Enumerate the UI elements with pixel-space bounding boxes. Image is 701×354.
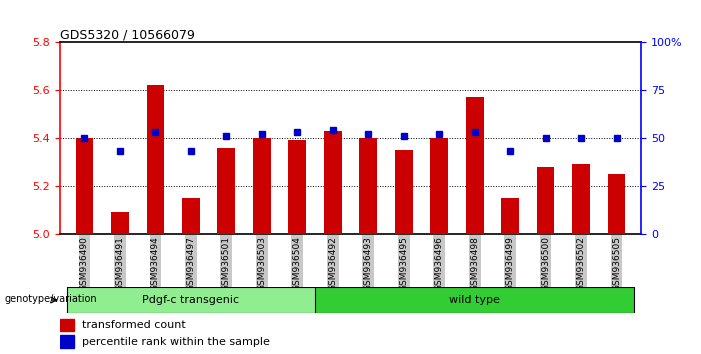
Text: GSM936500: GSM936500	[541, 236, 550, 291]
Bar	[537, 167, 554, 234]
Text: genotype/variation: genotype/variation	[5, 294, 97, 304]
Bar	[465, 97, 484, 234]
Bar	[501, 198, 519, 234]
Bar	[315, 287, 634, 313]
Bar	[217, 148, 236, 234]
Text: GDS5320 / 10566079: GDS5320 / 10566079	[60, 28, 194, 41]
Bar	[430, 138, 448, 234]
Text: GSM936493: GSM936493	[364, 236, 373, 291]
Text: GSM936502: GSM936502	[577, 236, 585, 291]
Text: GSM936505: GSM936505	[612, 236, 621, 291]
Bar	[608, 174, 625, 234]
Text: GSM936498: GSM936498	[470, 236, 479, 291]
Text: GSM936496: GSM936496	[435, 236, 444, 291]
Text: transformed count: transformed count	[82, 320, 186, 330]
Bar	[253, 138, 271, 234]
Bar	[395, 150, 413, 234]
Bar	[67, 287, 315, 313]
Text: GSM936495: GSM936495	[399, 236, 408, 291]
Text: percentile rank within the sample: percentile rank within the sample	[82, 337, 270, 347]
Bar	[324, 131, 341, 234]
Bar	[76, 138, 93, 234]
Text: Pdgf-c transgenic: Pdgf-c transgenic	[142, 295, 240, 305]
Bar	[111, 212, 129, 234]
Bar	[60, 319, 74, 331]
Text: GSM936491: GSM936491	[116, 236, 124, 291]
Bar	[182, 198, 200, 234]
Bar	[360, 138, 377, 234]
Bar	[572, 164, 590, 234]
Text: GSM936503: GSM936503	[257, 236, 266, 291]
Bar	[147, 85, 164, 234]
Text: GSM936494: GSM936494	[151, 236, 160, 291]
Text: wild type: wild type	[449, 295, 500, 305]
Bar	[60, 335, 74, 348]
Text: GSM936492: GSM936492	[328, 236, 337, 291]
Bar	[288, 141, 306, 234]
Text: GSM936501: GSM936501	[222, 236, 231, 291]
Text: GSM936490: GSM936490	[80, 236, 89, 291]
Text: GSM936499: GSM936499	[505, 236, 515, 291]
Text: GSM936497: GSM936497	[186, 236, 196, 291]
Text: GSM936504: GSM936504	[293, 236, 302, 291]
